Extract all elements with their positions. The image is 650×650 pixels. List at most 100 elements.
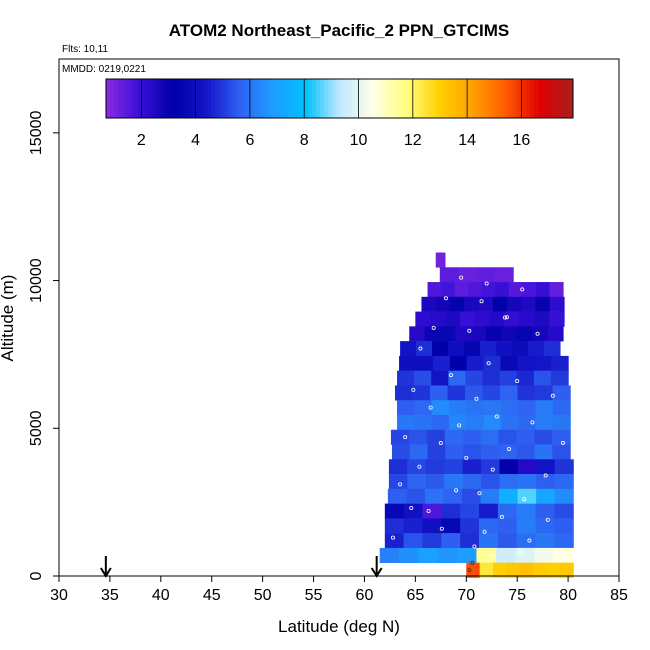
colorbar-segment bbox=[362, 79, 368, 118]
heat-cell bbox=[489, 311, 506, 327]
heat-cell bbox=[507, 296, 522, 312]
heat-cell bbox=[508, 282, 523, 298]
heat-cell bbox=[412, 385, 431, 401]
heat-cell bbox=[479, 503, 499, 519]
colorbar-segment bbox=[448, 79, 453, 118]
heat-cell bbox=[483, 355, 502, 371]
heat-cell bbox=[443, 488, 463, 504]
arrow-head-icon bbox=[99, 567, 112, 578]
colorbar-segment bbox=[308, 79, 313, 118]
colorbar-segment bbox=[401, 79, 407, 118]
sample-point bbox=[426, 509, 431, 514]
heat-cell bbox=[466, 355, 485, 371]
colorbar-segment bbox=[137, 79, 142, 118]
heat-cell bbox=[481, 444, 500, 460]
heat-cell bbox=[460, 518, 480, 534]
colorbar-segment bbox=[374, 79, 379, 118]
heat-cell bbox=[441, 533, 461, 549]
flight-arrows bbox=[99, 556, 383, 578]
heat-cell bbox=[506, 562, 521, 578]
sample-point bbox=[502, 315, 507, 320]
heat-cell bbox=[441, 518, 461, 534]
colorbar-tick-label: 2 bbox=[137, 132, 146, 149]
colorbar-segment bbox=[327, 79, 333, 118]
heat-cell bbox=[515, 547, 536, 563]
flights-label: Flts: 10,11 bbox=[62, 44, 108, 55]
colorbar-segment bbox=[199, 79, 204, 118]
sample-point bbox=[504, 315, 509, 320]
heat-cell bbox=[496, 341, 513, 357]
x-tick-label: 55 bbox=[305, 587, 323, 604]
heat-cell bbox=[552, 400, 571, 416]
colorbar-segment bbox=[483, 79, 488, 118]
heat-cell bbox=[495, 547, 516, 563]
sample-point bbox=[403, 435, 408, 440]
sample-point bbox=[486, 361, 491, 366]
sample-point bbox=[448, 373, 453, 378]
colorbar-tick-label: 6 bbox=[245, 132, 254, 149]
colorbar-segment bbox=[125, 79, 130, 118]
colorbar-segment bbox=[187, 79, 193, 118]
heat-cell bbox=[546, 562, 561, 578]
heat-cell bbox=[517, 459, 537, 475]
heat-cell bbox=[479, 518, 499, 534]
colorbar-segment bbox=[534, 79, 539, 118]
colorbar-segment bbox=[242, 79, 247, 118]
sample-point bbox=[518, 550, 523, 555]
colorbar-segment bbox=[366, 79, 372, 118]
sample-point bbox=[479, 299, 484, 304]
colorbar-segment bbox=[553, 79, 558, 118]
heat-cell bbox=[549, 296, 565, 312]
colorbar-segment bbox=[176, 79, 181, 118]
colorbar-segment bbox=[191, 79, 197, 118]
heat-cell bbox=[414, 370, 432, 386]
heat-cell bbox=[498, 429, 517, 445]
colorbar-segment bbox=[222, 79, 228, 118]
heat-cell bbox=[532, 326, 549, 342]
colorbar-segment bbox=[160, 79, 165, 118]
heat-cell bbox=[536, 474, 556, 490]
heat-cell bbox=[424, 326, 441, 342]
heat-cell bbox=[478, 296, 494, 312]
heat-cell bbox=[466, 562, 481, 578]
heat-cell bbox=[460, 533, 480, 549]
colorbar-segment bbox=[335, 79, 340, 118]
heat-cell bbox=[534, 547, 555, 563]
heat-cell bbox=[482, 370, 501, 386]
colorbar-segment bbox=[530, 79, 535, 118]
colorbar-segment bbox=[230, 79, 235, 118]
sample-point bbox=[535, 331, 540, 336]
heat-cell bbox=[407, 474, 427, 490]
colorbar-segment bbox=[144, 79, 150, 118]
sample-point bbox=[490, 553, 495, 558]
colorbar-tick-label: 16 bbox=[513, 132, 531, 149]
colorbar-segment bbox=[382, 79, 387, 118]
dates-label: MMDD: 0219,0221 bbox=[62, 64, 146, 75]
heat-cell bbox=[516, 503, 537, 519]
heat-cell bbox=[552, 429, 571, 445]
y-axis-label: Altitude (m) bbox=[0, 275, 17, 362]
colorbar-segment bbox=[370, 79, 376, 118]
heat-cell bbox=[448, 400, 467, 416]
sample-point bbox=[464, 455, 469, 460]
colorbar-segment bbox=[296, 79, 302, 118]
colorbar-segment bbox=[226, 79, 232, 118]
heat-cell bbox=[384, 503, 405, 519]
colorbar-segment bbox=[347, 79, 352, 118]
heat-cell bbox=[449, 296, 465, 312]
heat-cell bbox=[519, 562, 534, 578]
sample-point bbox=[439, 526, 444, 531]
colorbar-segment bbox=[397, 79, 403, 118]
heat-cell bbox=[403, 503, 424, 519]
sample-point bbox=[484, 281, 489, 286]
heat-cell bbox=[521, 296, 537, 312]
colorbar-segment bbox=[253, 79, 259, 118]
heat-cell bbox=[431, 370, 449, 386]
heat-cell bbox=[448, 370, 467, 386]
colorbar-segment bbox=[195, 79, 200, 118]
heat-cell bbox=[384, 533, 405, 549]
heat-cell bbox=[399, 355, 417, 371]
heat-cell bbox=[409, 326, 426, 342]
colorbar-segment bbox=[141, 79, 146, 118]
heat-cell bbox=[397, 370, 415, 386]
